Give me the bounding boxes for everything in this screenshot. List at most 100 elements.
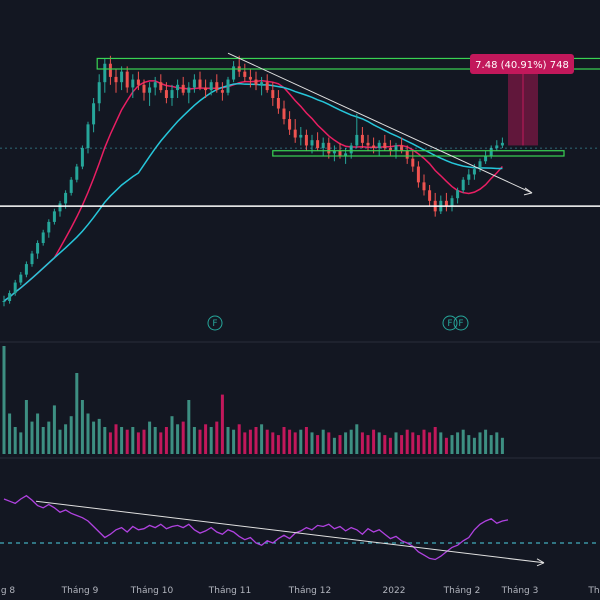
volume-bar (92, 421, 96, 454)
candle-body (349, 145, 353, 154)
volume-bar (30, 421, 34, 454)
candle-body (500, 142, 504, 146)
rsi-trend-arrow (536, 558, 545, 567)
candle-body (215, 82, 219, 91)
candle-body (108, 63, 112, 77)
candle-body (153, 82, 157, 88)
candle-body (360, 134, 364, 143)
volume-bar (142, 429, 146, 454)
candle-body (271, 90, 275, 98)
candle-body (260, 82, 264, 85)
candle-body (103, 63, 107, 83)
x-tick-label: g 8 (1, 586, 16, 596)
ma-slow-line (3, 82, 503, 302)
volume-bar (321, 429, 325, 454)
candle-body (355, 134, 359, 146)
volume-bar (86, 413, 90, 454)
volume-bar (52, 405, 56, 454)
candle-body (198, 79, 202, 88)
time-axis: g 8 Tháng 9 Tháng 10 Tháng 11 Tháng 12 2022 Th… (1, 586, 600, 596)
x-tick-label: 2022 (383, 586, 406, 596)
candle-body (484, 156, 488, 162)
volume-bar (495, 432, 499, 454)
event-marker-label: F (447, 319, 452, 329)
candle-body (450, 198, 454, 207)
rsi-line (3, 494, 509, 561)
volume-bar (372, 429, 376, 454)
volume-bar (489, 435, 493, 454)
resistance-zone (96, 57, 600, 70)
event-marker (207, 315, 223, 331)
volume-bar (472, 437, 476, 454)
candle-body (19, 274, 23, 283)
candle-body (366, 142, 370, 146)
candle-body (495, 145, 499, 149)
volume-bar (271, 432, 275, 454)
candle-body (52, 211, 56, 222)
volume-bar (248, 429, 252, 454)
volume-bar (114, 424, 118, 454)
candle-body (58, 203, 62, 212)
volume-bar (484, 429, 488, 454)
volume-bar (8, 413, 12, 454)
candle-body (456, 190, 460, 199)
candle-body (467, 174, 471, 180)
volume-bar (288, 429, 292, 454)
volume-bar (192, 427, 196, 454)
volume-bar (388, 437, 392, 454)
volume-bar (394, 432, 398, 454)
volume-bar (187, 400, 191, 454)
volume-bar (355, 424, 359, 454)
candle-body (2, 301, 6, 302)
candle-body (411, 158, 415, 167)
candle-body (142, 84, 146, 93)
x-tick-label: Tháng 2 (443, 586, 481, 596)
candle-body (461, 179, 465, 191)
volume-bar (103, 427, 107, 454)
volume-bar (276, 435, 280, 454)
measure-label: 7.48 (40.91%) 748 (475, 60, 569, 71)
volume-bar (58, 429, 62, 454)
volume-bar (377, 432, 381, 454)
candle-body (69, 179, 73, 193)
volume-bar (24, 400, 28, 454)
candle-body (125, 71, 129, 88)
candle-body (114, 76, 118, 83)
volume-bar (41, 427, 45, 454)
candle-body (47, 221, 51, 233)
volume-bar (450, 435, 454, 454)
candle-body (444, 200, 448, 207)
event-marker (442, 315, 458, 331)
event-marker-label: F (458, 319, 463, 329)
candle-body (86, 124, 90, 149)
volume-bar (478, 432, 482, 454)
candle-body (332, 150, 336, 154)
candle-body (75, 166, 79, 180)
candle-body (204, 87, 208, 91)
candle-body (232, 66, 236, 80)
rsi-pane (0, 494, 600, 567)
candle-body (170, 90, 174, 98)
volume-bar (461, 429, 465, 454)
volume-bar (422, 429, 426, 454)
volume-bar (209, 427, 213, 454)
candle-body (220, 90, 224, 93)
trend-arrow (523, 187, 533, 196)
candle-body (377, 142, 381, 149)
candle-body (164, 90, 168, 98)
volume-bar (153, 427, 157, 454)
candle-body (120, 71, 124, 83)
volume-bar (232, 429, 236, 454)
price-pane (0, 55, 600, 459)
volume-bar (237, 424, 241, 454)
candle-body (293, 129, 297, 138)
candle-body (299, 134, 303, 138)
event-marker (453, 315, 469, 331)
volume-bar (366, 435, 370, 454)
volume-bar (500, 437, 504, 454)
volume-bar (69, 416, 73, 454)
volume-bar (332, 437, 336, 454)
candle-body (181, 84, 185, 93)
volume-bar (383, 435, 387, 454)
candle-body (338, 150, 342, 156)
